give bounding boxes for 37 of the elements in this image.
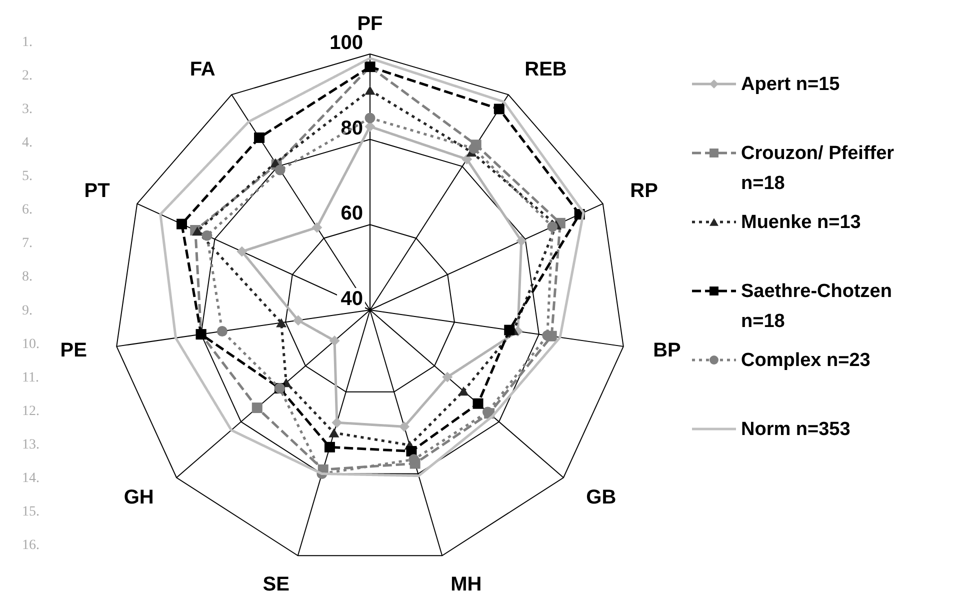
spoke-label: PT (84, 180, 110, 202)
text: 2. (22, 68, 32, 84)
y-tick-label: 60 (340, 202, 363, 225)
text: 1. (22, 35, 32, 50)
spoke-label: FA (190, 58, 216, 80)
y-tick-label: 40 (340, 288, 363, 310)
legend-label: Apert n=15 (741, 74, 840, 95)
text: 7. (22, 236, 32, 252)
text: 11. (22, 370, 39, 386)
text: 14. (22, 470, 40, 486)
legend-label: Muenke n=13 (741, 212, 861, 233)
spoke-label: REB (524, 58, 567, 80)
text: 10. (22, 336, 40, 352)
text: 13. (22, 437, 40, 452)
text: 8. (22, 270, 32, 285)
text: 6. (22, 202, 32, 218)
spoke-label: MH (450, 573, 482, 596)
spoke-label: SE (262, 573, 290, 596)
text: 5. (22, 169, 32, 184)
text: 9. (22, 303, 32, 318)
spoke-label: BP (653, 340, 681, 362)
spoke-label: GH (124, 486, 154, 508)
spoke-label: GB (586, 486, 616, 508)
legend-label: Saethre-Chotzen n=18 (741, 281, 892, 332)
spoke-label: PE (60, 340, 87, 362)
legend-label: Norm n=353 (741, 419, 850, 440)
y-tick-label: 100 (330, 32, 363, 54)
text: 4. (22, 136, 32, 151)
text: 15. (22, 504, 40, 520)
legend-label: Crouzon/ Pfeiffer n=18 (741, 143, 895, 194)
spoke-label: PF (357, 13, 383, 35)
text: 12. (22, 404, 40, 419)
text: 3. (22, 102, 32, 118)
legend-label: Complex n=23 (741, 350, 870, 371)
spoke-label: RP (630, 180, 658, 202)
text: 16. (22, 538, 40, 553)
y-tick-label: 80 (340, 117, 363, 140)
